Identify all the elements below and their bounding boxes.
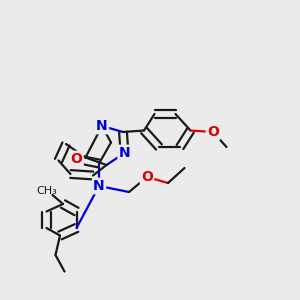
Text: N: N — [93, 179, 105, 193]
Text: N: N — [96, 119, 108, 133]
Text: O: O — [141, 170, 153, 184]
Text: O: O — [70, 152, 83, 166]
Text: O: O — [207, 125, 219, 139]
Text: CH₃: CH₃ — [36, 185, 57, 196]
Text: N: N — [119, 146, 130, 160]
